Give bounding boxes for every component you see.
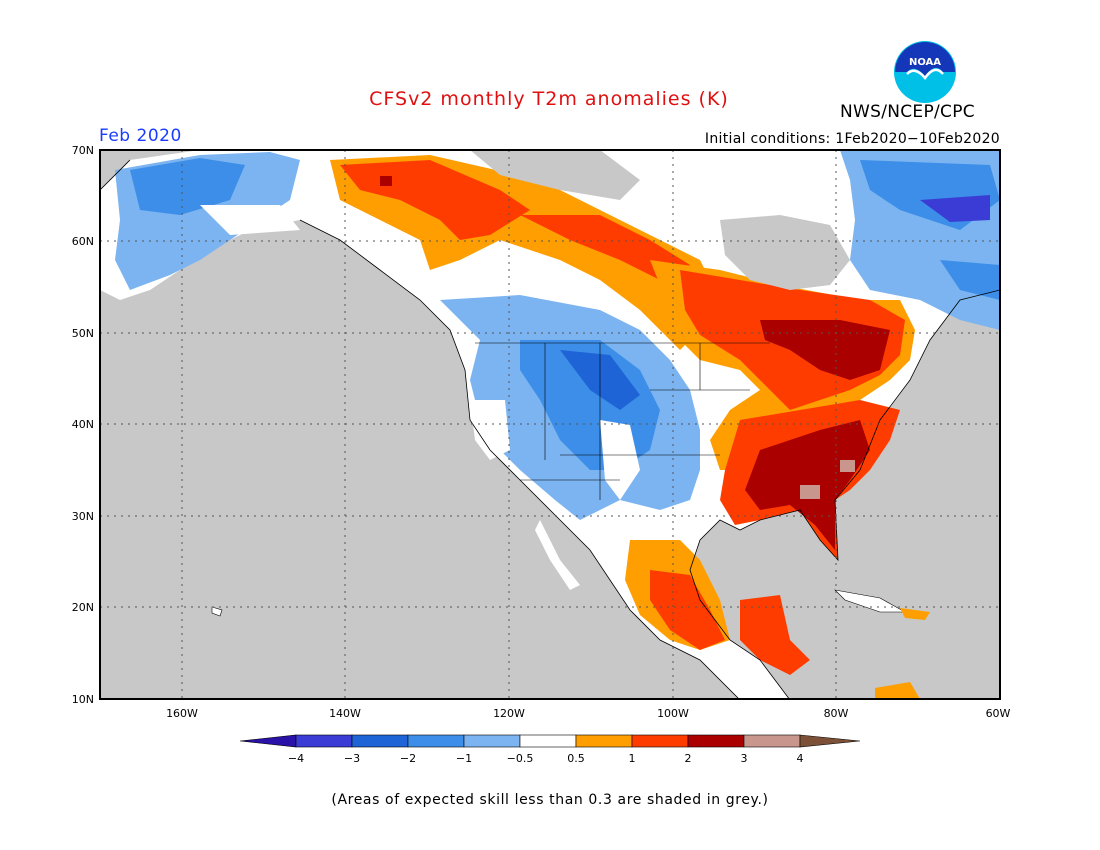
colorbar-label: 2	[685, 752, 692, 765]
colorbar-label: −2	[400, 752, 416, 765]
colorbar-bin	[351, 734, 409, 748]
central-canada-warm	[520, 215, 690, 280]
colorbar-label: 4	[797, 752, 804, 765]
carolina-extreme	[840, 460, 855, 472]
colorbar-bin	[407, 734, 465, 748]
anomaly-map: 70N 60N 50N 40N 30N 20N 10N 160W 140W 12…	[72, 144, 1011, 765]
colorbar-label: −4	[288, 752, 304, 765]
colorbar-bin	[687, 734, 745, 748]
forecast-month: Feb 2020	[99, 126, 182, 146]
pacific-coastline	[100, 159, 740, 699]
atlantic-coastline	[689, 289, 1000, 699]
map-frame	[99, 149, 1001, 700]
hispaniola	[900, 608, 930, 620]
lon-label: 100W	[657, 707, 689, 720]
lon-label: 140W	[329, 707, 361, 720]
gridlines	[100, 150, 1000, 699]
colorbar-arrow-low	[239, 734, 297, 748]
colorbar-arrow-high	[799, 734, 861, 748]
south-america-coast	[875, 682, 920, 699]
longitude-labels: 160W 140W 120W 100W 80W 60W	[166, 707, 1010, 720]
central-america-warm	[740, 595, 810, 675]
land-and-anomalies	[100, 150, 1000, 699]
colorbar-label: −0.5	[507, 752, 534, 765]
state-borders	[475, 342, 770, 500]
colorbar-label: 1	[629, 752, 636, 765]
initial-conditions: Initial conditions: 1Feb2020−10Feb2020	[704, 131, 1000, 147]
colorbar-bin	[463, 734, 521, 748]
alaska-neutral	[200, 205, 300, 235]
latitude-labels: 70N 60N 50N 40N 30N 20N 10N	[72, 144, 94, 706]
hudson-bay	[720, 215, 850, 290]
gulf-of-mexico	[705, 520, 820, 590]
colorbar-label: −3	[344, 752, 360, 765]
colorbar-bin	[631, 734, 689, 748]
georgia-extreme	[800, 485, 820, 499]
colorbar-bin	[743, 734, 801, 748]
pacific-coast-neutral	[470, 400, 510, 460]
yukon-hot-spot	[380, 176, 392, 186]
lat-label: 30N	[72, 510, 94, 523]
cuba	[834, 589, 907, 613]
lon-label: 80W	[824, 707, 849, 720]
arctic-archipelago	[470, 150, 640, 200]
agency-label: NWS/NCEP/CPC	[840, 102, 975, 122]
baja-peninsula	[535, 520, 580, 590]
chart-title: CFSv2 monthly T2m anomalies (K)	[369, 88, 729, 110]
colorbar	[239, 734, 861, 748]
colorbar-labels: −4 −3 −2 −1 −0.5 0.5 1 2 3 4	[288, 752, 804, 765]
lat-label: 40N	[72, 418, 94, 431]
colorbar-bin	[519, 734, 577, 748]
lon-label: 160W	[166, 707, 198, 720]
colorbar-bin	[575, 734, 633, 748]
ontario-hot	[760, 320, 890, 380]
colorbar-bin	[295, 734, 353, 748]
mexico-warmer	[650, 570, 725, 650]
colorbar-label: 0.5	[567, 752, 585, 765]
svg-text:NOAA: NOAA	[909, 57, 941, 68]
alaska-cold-core	[130, 158, 245, 215]
lat-label: 20N	[72, 601, 94, 614]
lat-label: 10N	[72, 693, 94, 706]
lon-label: 120W	[493, 707, 525, 720]
lat-label: 50N	[72, 327, 94, 340]
colorbar-label: 3	[741, 752, 748, 765]
greenland-cold-core	[920, 195, 990, 222]
hawaii	[211, 606, 223, 617]
lat-label: 60N	[72, 235, 94, 248]
colorbar-label: −1	[456, 752, 472, 765]
lat-label: 70N	[72, 144, 94, 157]
newfoundland-cold	[940, 260, 1000, 300]
noaa-logo: NOAA	[894, 41, 956, 103]
lon-label: 60W	[986, 707, 1011, 720]
skill-footnote: (Areas of expected skill less than 0.3 a…	[331, 792, 769, 808]
